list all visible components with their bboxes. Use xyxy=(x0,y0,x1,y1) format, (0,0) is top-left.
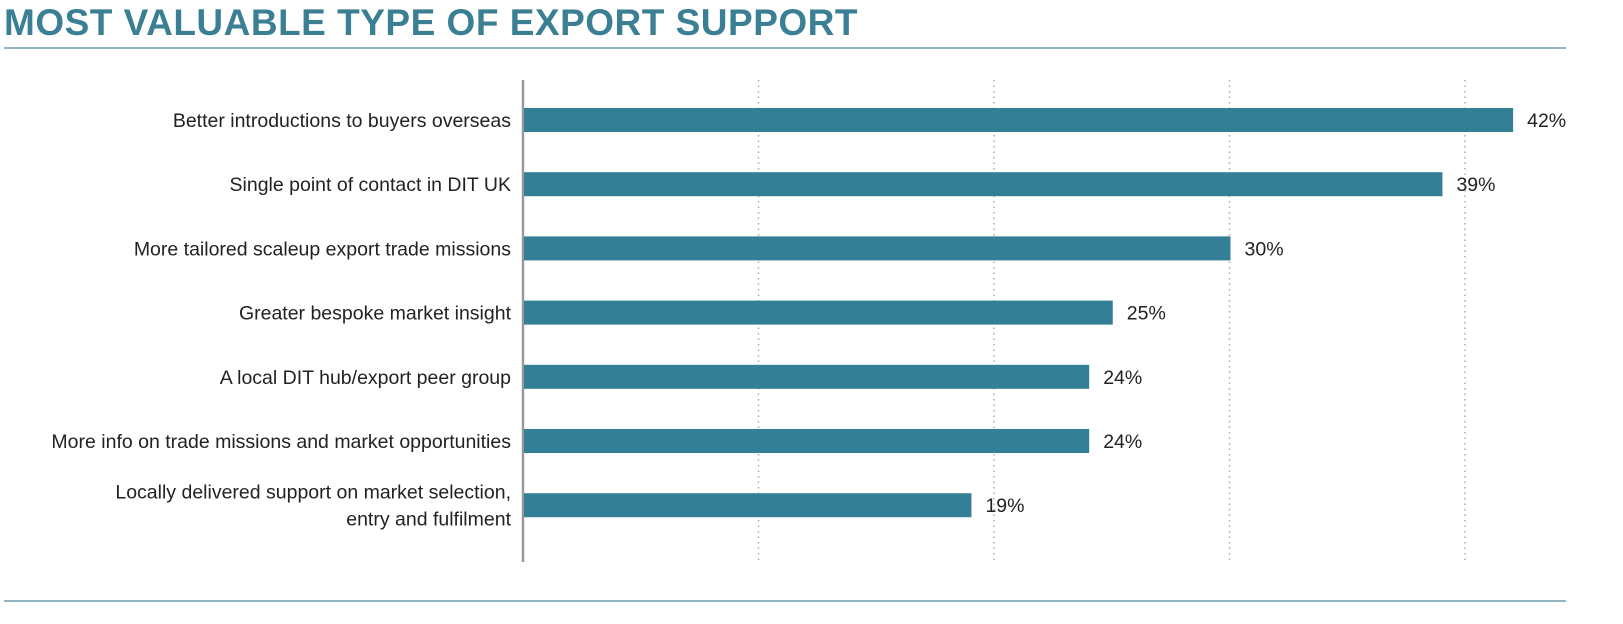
data-label: 30% xyxy=(1245,238,1284,260)
bar xyxy=(524,429,1090,453)
bar xyxy=(524,364,1090,389)
bar xyxy=(524,300,1113,325)
category-label: A local DIT hub/export peer group xyxy=(220,367,511,389)
bar xyxy=(524,236,1231,261)
data-label: 42% xyxy=(1527,110,1566,132)
category-label: Greater bespoke market insight xyxy=(239,303,512,325)
category-label: More tailored scaleup export trade missi… xyxy=(134,238,511,260)
category-label: Single point of contact in DIT UK xyxy=(230,174,511,196)
data-label: 19% xyxy=(985,495,1024,517)
bottom-divider xyxy=(4,600,1566,602)
bar xyxy=(524,172,1443,197)
category-label: entry and fulfilment xyxy=(346,509,511,531)
data-label: 24% xyxy=(1103,367,1142,389)
category-label: Better introductions to buyers overseas xyxy=(173,110,511,132)
title-divider xyxy=(4,47,1566,49)
chart-title: MOST VALUABLE TYPE OF EXPORT SUPPORT xyxy=(4,2,858,43)
bar xyxy=(524,493,972,518)
category-label: More info on trade missions and market o… xyxy=(51,431,511,453)
data-label: 25% xyxy=(1127,303,1166,325)
bar xyxy=(524,108,1514,132)
data-label: 24% xyxy=(1103,431,1142,453)
category-label: Locally delivered support on market sele… xyxy=(115,482,511,504)
data-label: 39% xyxy=(1456,174,1495,196)
